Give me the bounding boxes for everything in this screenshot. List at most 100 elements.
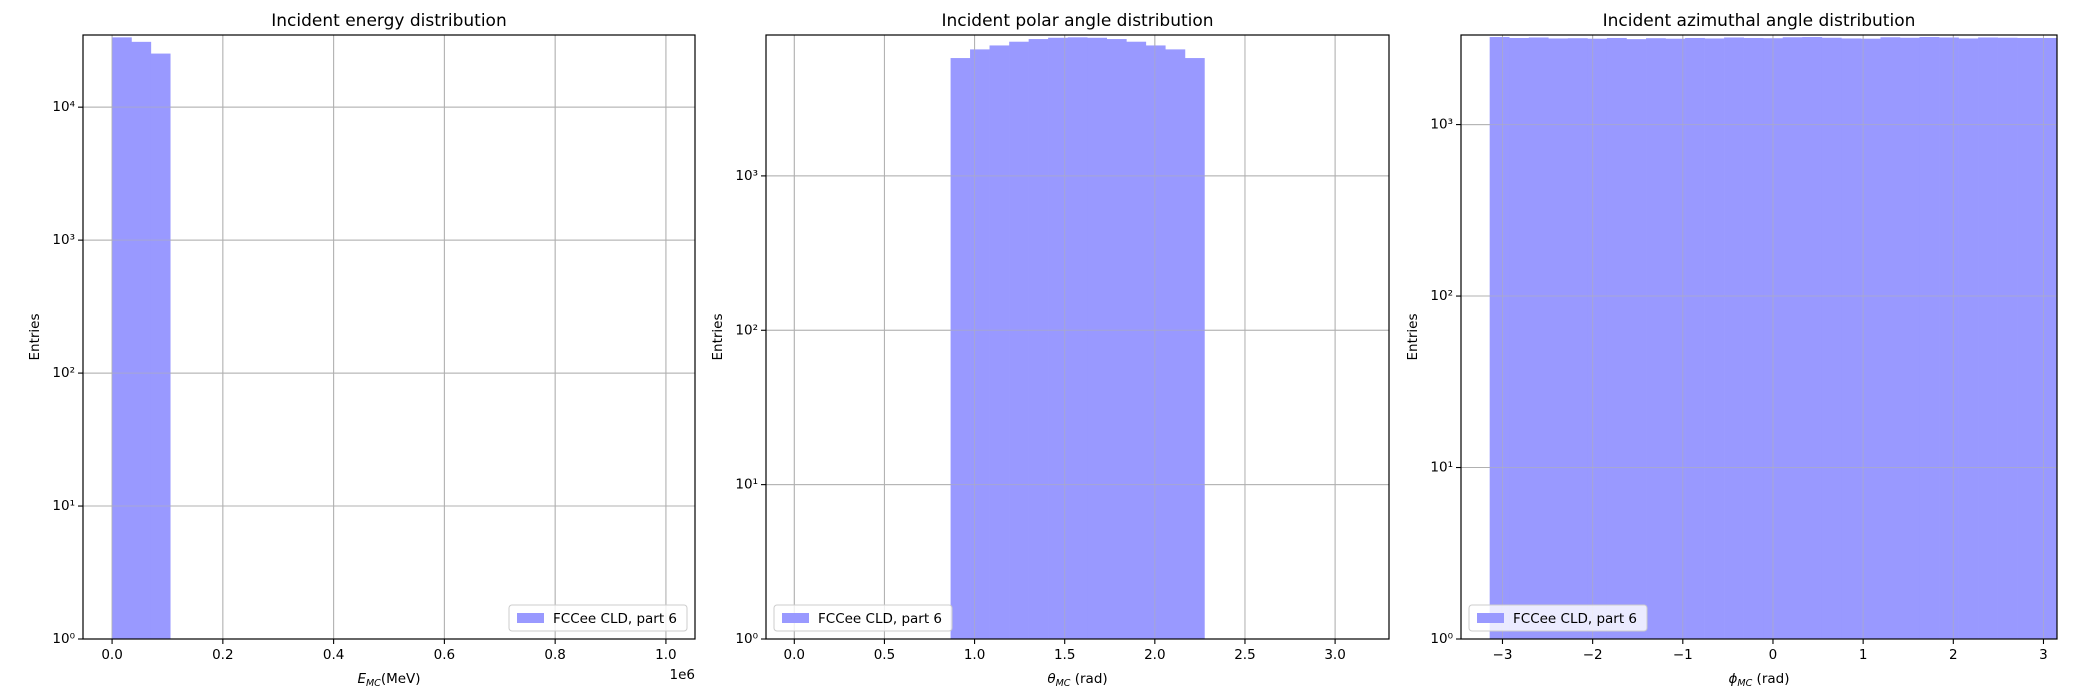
x-tick-label: −2 <box>1583 647 1603 663</box>
histogram-bar <box>1997 37 2018 639</box>
axes-frame <box>1460 34 2058 640</box>
legend: FCCee CLD, part 6 <box>773 604 953 632</box>
histogram-bar <box>1665 38 1686 639</box>
histogram-bar <box>1782 37 1803 640</box>
x-label-subscript: MC <box>1737 678 1752 689</box>
legend: FCCee CLD, part 6 <box>1468 604 1648 632</box>
x-tick-label: 1.0 <box>964 647 985 663</box>
y-tick-label: 10⁴ <box>52 99 75 115</box>
x-label-symbol: ϕ <box>1729 671 1738 687</box>
histogram-bar <box>1567 38 1588 640</box>
legend-box <box>773 604 953 632</box>
legend-label: FCCee CLD, part 6 <box>1513 611 1637 627</box>
histogram-bar <box>1528 37 1549 640</box>
histogram-bar <box>1606 37 1627 640</box>
axes-frame <box>765 34 1390 640</box>
histogram-bar <box>1704 38 1725 639</box>
x-tick-label: 1.0 <box>655 647 676 663</box>
histogram-bar <box>1626 39 1647 639</box>
subplot-title: Incident polar angle distribution <box>941 11 1213 31</box>
x-label-symbol: θ <box>1047 671 1055 687</box>
histogram-bar <box>131 41 152 639</box>
histogram-bar <box>1919 37 1940 639</box>
x-tick-label: 2.5 <box>1234 647 1255 663</box>
x-label-unit: (rad) <box>1070 671 1107 687</box>
histogram-bar <box>1028 39 1049 639</box>
subplot-title: Incident azimuthal angle distribution <box>1603 11 1916 31</box>
x-tick-label: 0.0 <box>101 647 122 663</box>
x-tick-label: 0.6 <box>434 647 455 663</box>
legend-label: FCCee CLD, part 6 <box>553 611 677 627</box>
y-axis-label: Entries <box>710 313 726 360</box>
x-tick-label: 3.0 <box>1324 647 1345 663</box>
histogram-bar <box>2017 37 2038 640</box>
histogram-bar <box>1899 37 1920 639</box>
histogram-bar <box>1048 37 1069 640</box>
y-tick-label: 10³ <box>52 232 75 248</box>
legend-swatch <box>1477 613 1504 623</box>
histogram-bar <box>989 45 1010 640</box>
legend: FCCee CLD, part 6 <box>508 604 688 632</box>
histogram-bar <box>1587 38 1608 639</box>
histogram-bar <box>150 53 171 640</box>
histogram-bar <box>1165 49 1186 640</box>
histogram-bar <box>1067 37 1088 640</box>
histogram-bar <box>1106 39 1127 639</box>
x-tick-label: 0.5 <box>874 647 895 663</box>
histogram-bar <box>1939 37 1959 640</box>
x-tick-label: 1 <box>1859 647 1868 663</box>
y-tick-label: 10⁰ <box>52 631 75 647</box>
histogram-bar <box>1802 37 1823 639</box>
histogram-bar <box>1743 37 1764 640</box>
y-tick-label: 10² <box>735 322 758 338</box>
histogram-bar <box>1646 38 1666 640</box>
y-tick-label: 10² <box>1430 288 1453 304</box>
y-tick-label: 10³ <box>735 168 758 184</box>
x-tick-label: −1 <box>1673 647 1693 663</box>
x-tick-label: 2 <box>1949 647 1958 663</box>
axes-frame <box>82 34 696 640</box>
histogram-bar <box>1489 37 1510 639</box>
histogram-bar <box>1009 41 1029 639</box>
histogram-bar <box>1509 37 1530 640</box>
x-tick-label: −3 <box>1493 647 1513 663</box>
legend-box <box>508 604 688 632</box>
histogram-bar <box>1724 37 1744 640</box>
y-axis-label: Entries <box>1405 313 1421 360</box>
x-label-unit: (rad) <box>1752 671 1789 687</box>
histogram-bar <box>1184 58 1205 639</box>
subplot: 0.0 0.2 0.4 0.6 0.8 1.0 10⁰ 10¹ 10² 10³ 10⁴ 1e6 Inci… <box>27 11 696 689</box>
x-tick-label: 0.4 <box>323 647 344 663</box>
legend-label: FCCee CLD, part 6 <box>818 611 942 627</box>
histogram-bar <box>2036 37 2057 640</box>
y-tick-label: 10¹ <box>735 477 758 493</box>
y-tick-label: 10³ <box>1430 117 1453 133</box>
x-offset-label: 1e6 <box>670 667 695 683</box>
y-axis-label: Entries <box>27 313 43 360</box>
x-tick-label: 0.8 <box>544 647 565 663</box>
y-tick-label: 10¹ <box>52 498 75 514</box>
x-axis-label: EMC(MeV) <box>357 671 420 689</box>
x-tick-label: 0 <box>1769 647 1778 663</box>
legend-swatch <box>517 613 544 623</box>
histogram-bar <box>1958 38 1979 639</box>
histogram-bar <box>112 37 132 639</box>
histogram-bar <box>1978 37 1998 640</box>
y-tick-label: 10¹ <box>1430 460 1453 476</box>
histogram-bar <box>1087 37 1108 640</box>
x-tick-label: 3 <box>2039 647 2048 663</box>
y-tick-label: 10² <box>52 365 75 381</box>
histogram-bar <box>1860 38 1881 639</box>
y-tick-label: 10⁰ <box>735 631 758 647</box>
histogram-bar <box>1145 45 1166 640</box>
x-tick-label: 0.0 <box>784 647 805 663</box>
histogram-bar <box>970 49 990 640</box>
x-label-symbol: E <box>357 671 366 687</box>
x-tick-label: 0.2 <box>212 647 233 663</box>
y-tick-label: 10⁰ <box>1430 631 1453 647</box>
x-tick-label: 1.5 <box>1054 647 1075 663</box>
subplot-title: Incident energy distribution <box>271 11 506 31</box>
subplot: −3 −2 −1 0 1 2 3 10⁰ 10¹ 10² 10³ Incident azimuthal… <box>1405 11 2058 689</box>
x-axis-label: ϕMC (rad) <box>1729 671 1790 689</box>
